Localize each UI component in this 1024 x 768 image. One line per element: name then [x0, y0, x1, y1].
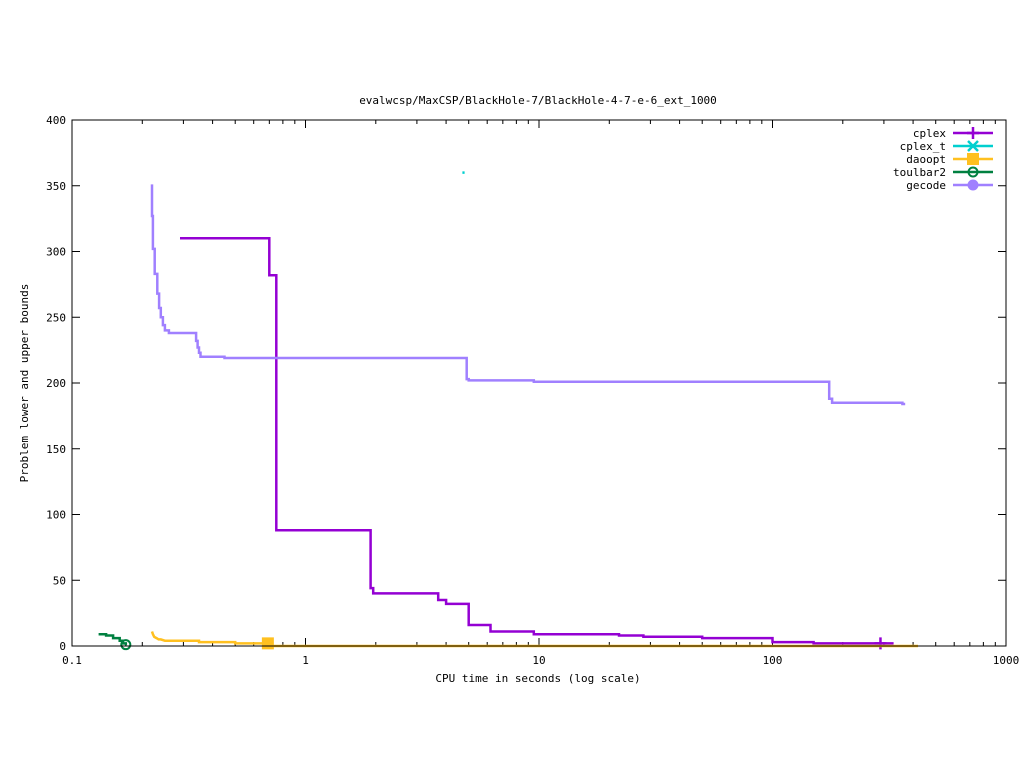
legend-label-cplex: cplex — [913, 127, 946, 140]
marker-shape — [967, 166, 979, 178]
marker-shape — [124, 643, 127, 646]
y-tick-label: 300 — [46, 246, 66, 259]
x-tick-label: 10 — [532, 654, 545, 667]
x-axis-label: CPU time in seconds (log scale) — [435, 672, 640, 685]
series-group — [98, 171, 918, 651]
y-tick-label: 250 — [46, 311, 66, 324]
x-tick-label: 100 — [763, 654, 783, 667]
y-tick-label: 0 — [59, 640, 66, 653]
series-marker-cplex — [874, 637, 887, 650]
legend-marker-toulbar2 — [967, 166, 979, 178]
marker-shape — [967, 153, 979, 165]
legend-marker-cplex-t — [967, 140, 979, 152]
marker-shape — [261, 637, 274, 650]
y-tick-label: 400 — [46, 114, 66, 127]
legend-label-cplex-t: cplex_t — [900, 140, 946, 153]
y-tick-label: 50 — [53, 574, 66, 587]
marker-shape — [972, 171, 974, 173]
chart-title: evalwcsp/MaxCSP/BlackHole-7/BlackHole-4-… — [359, 94, 717, 107]
legend-label-daoopt: daoopt — [906, 153, 946, 166]
series-marker-toulbar2 — [120, 639, 132, 651]
legend-marker-daoopt — [967, 153, 979, 165]
x-tick-label: 0.1 — [62, 654, 82, 667]
marker-stroke — [967, 140, 979, 152]
y-tick-label: 350 — [46, 180, 66, 193]
series-marker-daoopt — [261, 637, 274, 650]
x-tick-label: 1 — [302, 654, 309, 667]
y-tick-label: 100 — [46, 509, 66, 522]
y-axis-label: Problem lower and upper bounds — [18, 284, 31, 483]
y-tick-label: 150 — [46, 443, 66, 456]
marker-shape — [967, 179, 979, 191]
series-line-toulbar2 — [98, 632, 128, 645]
plot-frame — [71, 119, 1007, 647]
x-tick-label: 1000 — [993, 654, 1020, 667]
legend-marker-cplex — [967, 127, 979, 139]
marker-shape — [120, 639, 132, 651]
y-tick-label: 200 — [46, 377, 66, 390]
legend-label-gecode: gecode — [906, 179, 946, 192]
legend-label-toulbar2: toulbar2 — [893, 166, 946, 179]
axis-ticks: 0 50 100 150 200 250 300 350 400 0.1 1 10 100 1000 — [46, 114, 1019, 667]
series-line-cplex — [180, 237, 894, 645]
legend-marker-gecode — [967, 179, 979, 191]
series-line-gecode — [150, 184, 906, 406]
